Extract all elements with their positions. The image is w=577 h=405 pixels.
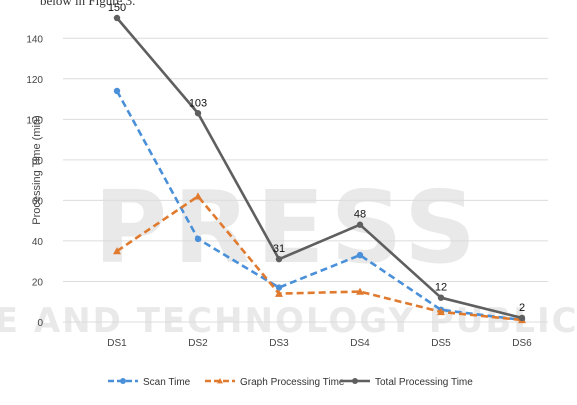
data-point	[437, 307, 445, 316]
data-point	[275, 284, 283, 291]
data-label: 103	[189, 97, 207, 109]
data-point	[356, 251, 364, 259]
y-tick-label: 20	[32, 277, 44, 288]
data-point	[356, 221, 364, 228]
y-tick-label: 120	[26, 75, 43, 86]
axes: 0 20 40 60 80 100 120 140 DS1 DS2 DS3 DS4 DS5 DS6 Proc…	[26, 34, 532, 349]
data-point	[194, 235, 202, 243]
series-line	[116, 195, 523, 322]
legend: Scan Time Graph Processing Time Total Proc…	[108, 377, 473, 388]
series-lines	[113, 14, 526, 324]
data-point	[113, 87, 121, 95]
data-label: 2	[519, 302, 525, 314]
data-point	[518, 314, 526, 322]
legend-label: Total Processing Time	[375, 377, 473, 388]
gridlines	[63, 37, 548, 323]
legend-item: Scan Time	[108, 377, 191, 388]
x-tick-label: DS1	[107, 338, 127, 349]
data-point	[356, 287, 364, 295]
data-label: 48	[354, 209, 366, 221]
x-tick-label: DS2	[188, 338, 208, 349]
y-tick-label: 40	[32, 237, 44, 248]
data-label: 31	[273, 243, 285, 255]
legend-label: Graph Processing Time	[240, 377, 345, 388]
y-tick-label: 80	[32, 156, 44, 167]
data-point	[194, 192, 202, 200]
series	[113, 192, 526, 324]
x-tick-label: DS5	[431, 338, 451, 349]
series	[113, 14, 526, 322]
data-label: 12	[435, 282, 447, 294]
legend-item: Total Processing Time	[340, 377, 473, 388]
data-point	[437, 294, 445, 301]
data-point	[113, 247, 121, 255]
data-point	[275, 289, 283, 297]
x-tick-label: DS6	[512, 338, 532, 349]
x-tick-label: DS4	[350, 338, 370, 349]
y-tick-label: 100	[26, 115, 43, 126]
x-tick-label: DS3	[269, 338, 289, 349]
y-axis-title: Processing Time (min)	[31, 115, 43, 224]
data-label: 150	[108, 2, 126, 14]
data-point	[352, 378, 358, 384]
data-point	[120, 378, 126, 384]
page-top-text: below in Figure 3.	[40, 0, 136, 8]
data-point	[113, 14, 121, 22]
series-line	[116, 17, 523, 320]
y-tick-label: 60	[32, 196, 44, 207]
watermark-big-text: PRESS	[94, 169, 482, 286]
data-labels: 150 103 31 48 12 2	[108, 2, 525, 314]
y-tick-label: 0	[37, 318, 43, 329]
data-point	[194, 110, 202, 117]
data-point	[275, 255, 283, 263]
legend-item: Graph Processing Time	[205, 377, 345, 388]
y-tick-label: 140	[26, 34, 43, 45]
watermark-line-text: SCIENCE AND TECHNOLOGY PUBLICATIONS	[0, 301, 577, 341]
legend-label: Scan Time	[143, 377, 191, 388]
data-point	[217, 378, 223, 384]
